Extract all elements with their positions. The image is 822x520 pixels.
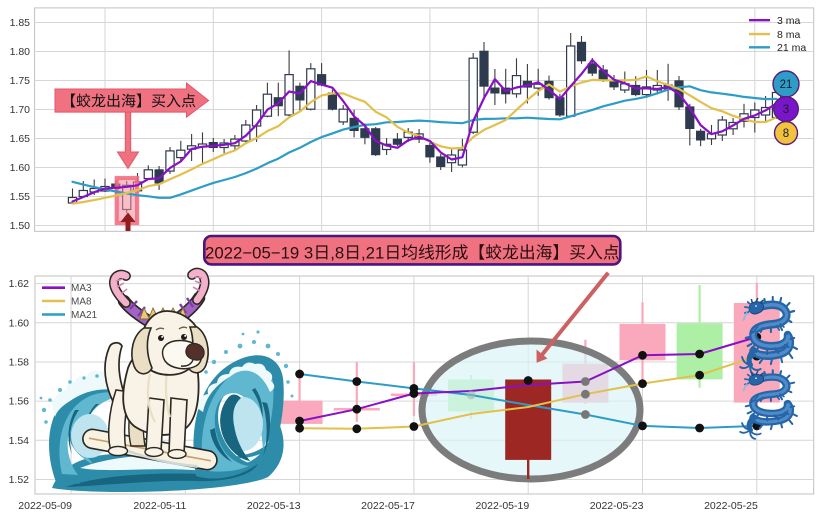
svg-text:1.62: 1.62 bbox=[9, 278, 30, 290]
svg-text:2022-05-09: 2022-05-09 bbox=[18, 500, 72, 512]
svg-text:2022-05-25: 2022-05-25 bbox=[704, 500, 758, 512]
svg-text:,8: ,8 bbox=[330, 243, 344, 262]
svg-text:2022-05-23: 2022-05-23 bbox=[590, 500, 644, 512]
svg-text:1.65: 1.65 bbox=[10, 133, 31, 145]
svg-text:8: 8 bbox=[783, 128, 789, 140]
svg-text:1.75: 1.75 bbox=[10, 75, 31, 87]
svg-text:2022-05-11: 2022-05-11 bbox=[133, 500, 186, 512]
svg-text:1.85: 1.85 bbox=[10, 17, 31, 29]
svg-text:MA3: MA3 bbox=[71, 283, 92, 294]
svg-text:MA21: MA21 bbox=[71, 310, 98, 321]
svg-text:3 ma: 3 ma bbox=[777, 15, 801, 27]
svg-text:8 ma: 8 ma bbox=[777, 29, 801, 41]
svg-text:1.80: 1.80 bbox=[10, 46, 31, 58]
svg-text:1.50: 1.50 bbox=[10, 220, 31, 232]
svg-text:1.56: 1.56 bbox=[9, 396, 30, 408]
svg-text:2022−05−19 3: 2022−05−19 3 bbox=[205, 243, 313, 262]
svg-text:1.52: 1.52 bbox=[9, 474, 30, 486]
svg-text:MA8: MA8 bbox=[71, 297, 92, 308]
svg-text:2022-05-13: 2022-05-13 bbox=[247, 500, 301, 512]
svg-text:1.70: 1.70 bbox=[10, 104, 31, 116]
svg-text:,21: ,21 bbox=[361, 243, 384, 262]
svg-text:1.58: 1.58 bbox=[9, 357, 30, 369]
svg-text:3: 3 bbox=[783, 104, 789, 116]
svg-text:1.60: 1.60 bbox=[10, 162, 31, 174]
svg-text:1.55: 1.55 bbox=[10, 191, 31, 203]
svg-text:2022-05-19: 2022-05-19 bbox=[475, 500, 529, 512]
svg-text:1.54: 1.54 bbox=[9, 435, 30, 447]
svg-text:21: 21 bbox=[780, 79, 793, 91]
svg-text:2022-05-17: 2022-05-17 bbox=[361, 500, 415, 512]
svg-text:21 ma: 21 ma bbox=[777, 42, 806, 54]
svg-text:1.60: 1.60 bbox=[9, 317, 30, 329]
